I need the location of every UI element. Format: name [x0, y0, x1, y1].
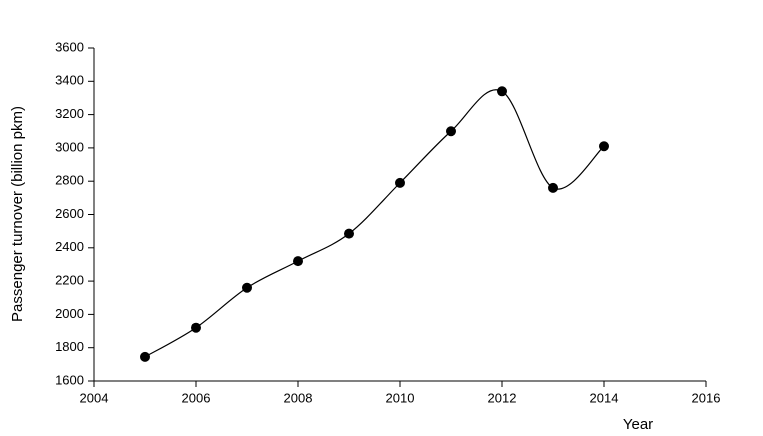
x-tick-label: 2010 [386, 390, 415, 405]
marker [293, 256, 303, 267]
y-tick-label: 3600 [55, 39, 84, 54]
x-tick-label: 2004 [80, 390, 109, 405]
y-tick-label: 2600 [55, 206, 84, 221]
marker [344, 228, 354, 239]
x-tick-label: 2008 [284, 390, 313, 405]
marker [140, 351, 150, 362]
x-tick-label: 2006 [182, 390, 211, 405]
y-tick-label: 2200 [55, 273, 84, 288]
marker [446, 126, 456, 137]
marker [548, 182, 558, 193]
y-tick-label: 2800 [55, 173, 84, 188]
y-tick-label: 2400 [55, 239, 84, 254]
marker [599, 141, 609, 152]
y-tick-label: 3000 [55, 139, 84, 154]
line [144, 89, 605, 358]
y-axis-label: Passenger turnover (billion pkm) [9, 106, 26, 322]
y-tick-label: 1600 [55, 372, 84, 387]
x-tick-label: 2014 [590, 390, 619, 405]
x-tick-label: 2012 [488, 390, 517, 405]
y-tick-label: 1800 [55, 339, 84, 354]
y-tick-label: 3200 [55, 106, 84, 121]
x-axis-label: Year [623, 416, 653, 433]
y-tick-label: 3400 [55, 73, 84, 88]
marker [242, 282, 252, 293]
marker [497, 86, 507, 97]
y-tick-label: 2000 [55, 306, 84, 321]
marker [395, 177, 405, 188]
x-tick-label: 2016 [692, 390, 721, 405]
marker [191, 322, 201, 333]
